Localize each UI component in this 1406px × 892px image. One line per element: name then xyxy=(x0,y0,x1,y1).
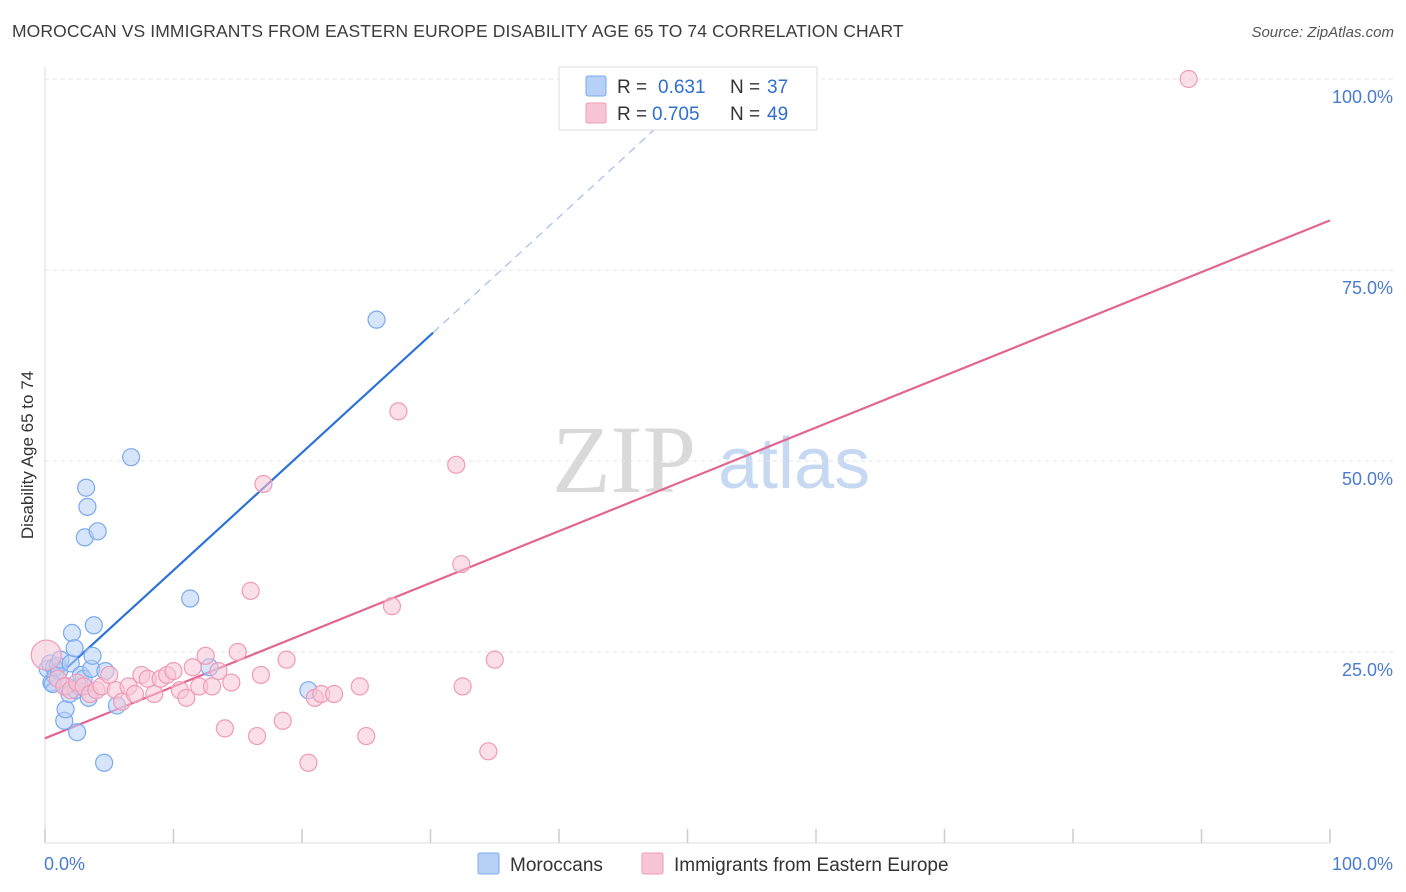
point-immigrants-19 xyxy=(164,661,183,681)
point-immigrants-45 xyxy=(452,555,471,574)
point-immigrants-28 xyxy=(222,673,241,692)
regression-lines xyxy=(44,128,1331,740)
grid-lines xyxy=(45,78,1393,653)
chart-source: Source: ZipAtlas.com xyxy=(1251,24,1394,41)
point-immigrants-29 xyxy=(228,642,247,662)
y-tick-labels: 25.0% 50.0% 75.0% 100.0% xyxy=(1332,87,1393,680)
legend-r-value-2: 0.705 xyxy=(652,104,700,125)
point-immigrants-9 xyxy=(100,665,119,685)
point-immigrants-49 xyxy=(1179,69,1198,89)
point-moroccans-22 xyxy=(78,497,97,516)
bottom-legend-swatch-moroccans xyxy=(477,852,500,875)
point-moroccans-32 xyxy=(181,589,200,608)
bottom-legend-swatch-immigrants xyxy=(641,852,664,875)
point-moroccans-21 xyxy=(77,478,96,497)
point-immigrants-40 xyxy=(350,677,369,696)
x-tick-label-max: 100.0% xyxy=(1332,854,1393,874)
point-moroccans-14 xyxy=(65,639,84,658)
point-moroccans-26 xyxy=(84,616,103,635)
legend-r-label-1: R = xyxy=(617,77,647,98)
point-immigrants-0 xyxy=(30,639,62,671)
legend-n-label-1: N = xyxy=(730,77,760,98)
bottom-legend-label-immigrants: Immigrants from Eastern Europe xyxy=(674,855,949,876)
point-immigrants-32 xyxy=(251,665,270,685)
point-immigrants-16 xyxy=(145,684,164,704)
point-moroccans-25 xyxy=(83,646,102,665)
regression-line-immigrants xyxy=(44,219,1331,740)
legend-swatch-immigrants xyxy=(585,102,607,124)
y-tick-label-3: 100.0% xyxy=(1332,87,1393,107)
point-immigrants-44 xyxy=(447,455,466,474)
point-immigrants-26 xyxy=(209,661,228,681)
scatter-points xyxy=(30,69,1198,772)
legend-r-value-1: 0.631 xyxy=(658,77,706,98)
x-tick-label-min: 0.0% xyxy=(44,854,85,874)
point-immigrants-39 xyxy=(325,684,344,704)
bottom-legend: Moroccans Immigrants from Eastern Europe xyxy=(477,852,949,876)
point-immigrants-27 xyxy=(215,719,234,738)
regression-line-moroccans xyxy=(44,331,434,689)
point-moroccans-13 xyxy=(62,623,82,643)
point-moroccans-28 xyxy=(95,753,114,772)
point-immigrants-33 xyxy=(254,474,273,494)
point-immigrants-24 xyxy=(196,646,215,665)
point-immigrants-22 xyxy=(183,658,202,677)
point-immigrants-47 xyxy=(485,650,504,669)
point-immigrants-13 xyxy=(125,684,145,704)
y-tick-label-0: 25.0% xyxy=(1342,660,1393,680)
y-tick-label-2: 75.0% xyxy=(1342,278,1393,298)
legend-n-label-2: N = xyxy=(730,104,760,125)
point-immigrants-34 xyxy=(273,711,292,730)
legend-r-label-2: R = xyxy=(617,104,647,125)
point-immigrants-48 xyxy=(479,742,498,761)
top-legend: R = 0.631 N = 37 R = 0.705 N = 49 xyxy=(558,66,818,131)
point-immigrants-36 xyxy=(299,753,318,772)
y-tick-label-1: 50.0% xyxy=(1342,469,1393,489)
point-immigrants-30 xyxy=(241,581,260,600)
bottom-legend-label-moroccans: Moroccans xyxy=(510,855,603,876)
axes xyxy=(44,67,1331,844)
point-moroccans-16 xyxy=(68,723,87,742)
point-immigrants-31 xyxy=(247,726,267,746)
y-axis-title: Disability Age 65 to 74 xyxy=(18,371,37,539)
point-immigrants-43 xyxy=(389,402,408,421)
point-immigrants-41 xyxy=(357,726,376,746)
point-moroccans-35 xyxy=(367,310,386,329)
chart-title: MOROCCAN VS IMMIGRANTS FROM EASTERN EURO… xyxy=(12,21,904,41)
point-immigrants-42 xyxy=(382,597,402,616)
point-moroccans-31 xyxy=(121,448,141,467)
legend-swatch-moroccans xyxy=(585,75,607,97)
point-immigrants-25 xyxy=(202,677,222,696)
point-immigrants-46 xyxy=(453,677,472,696)
point-immigrants-21 xyxy=(177,688,196,707)
legend-n-value-1: 37 xyxy=(767,77,788,98)
regression-line-moroccans-extension xyxy=(432,128,656,334)
legend-n-value-2: 49 xyxy=(767,104,788,125)
watermark-zip: ZIP xyxy=(552,406,696,513)
point-immigrants-35 xyxy=(277,650,296,669)
point-moroccans-27 xyxy=(88,522,107,541)
point-moroccans-9 xyxy=(56,700,75,719)
